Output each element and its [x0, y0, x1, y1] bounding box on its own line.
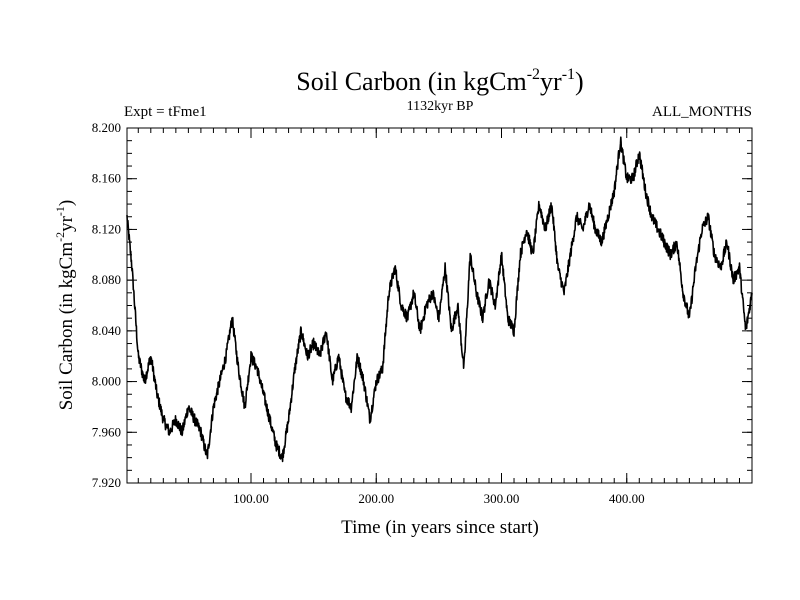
time-period-label: 1132kyr BP: [407, 99, 474, 114]
chart-title: Soil Carbon (in kgCm-2yr-1): [296, 66, 583, 96]
experiment-label: Expt = tFme1: [124, 104, 207, 120]
x-tick-label: 100.00: [233, 491, 269, 506]
months-label: ALL_MONTHS: [652, 104, 752, 120]
y-tick-label: 8.200: [92, 120, 121, 135]
series-group: [126, 136, 753, 463]
y-tick-label: 8.120: [92, 221, 121, 236]
y-tick-label: 7.920: [92, 475, 121, 490]
y-axis-label: Soil Carbon (in kgCm-2yr-1): [53, 200, 77, 411]
x-axis-ticks: 100.00 200.00 300.00 400.00: [137, 128, 753, 506]
y-tick-label: 7.960: [92, 424, 121, 439]
x-tick-label: 400.00: [609, 491, 645, 506]
y-axis-ticks: 7.920 7.960 8.000 8.040 8.080 8.120 8.160 8.200: [92, 120, 752, 490]
x-tick-label: 300.00: [484, 491, 520, 506]
y-tick-label: 8.000: [92, 374, 121, 389]
series-line: [126, 136, 753, 463]
x-axis-label: Time (in years since start): [341, 517, 539, 538]
y-tick-label: 8.040: [92, 323, 121, 338]
y-tick-label: 8.160: [92, 171, 121, 186]
x-tick-label: 200.00: [358, 491, 394, 506]
y-tick-label: 8.080: [92, 272, 121, 287]
